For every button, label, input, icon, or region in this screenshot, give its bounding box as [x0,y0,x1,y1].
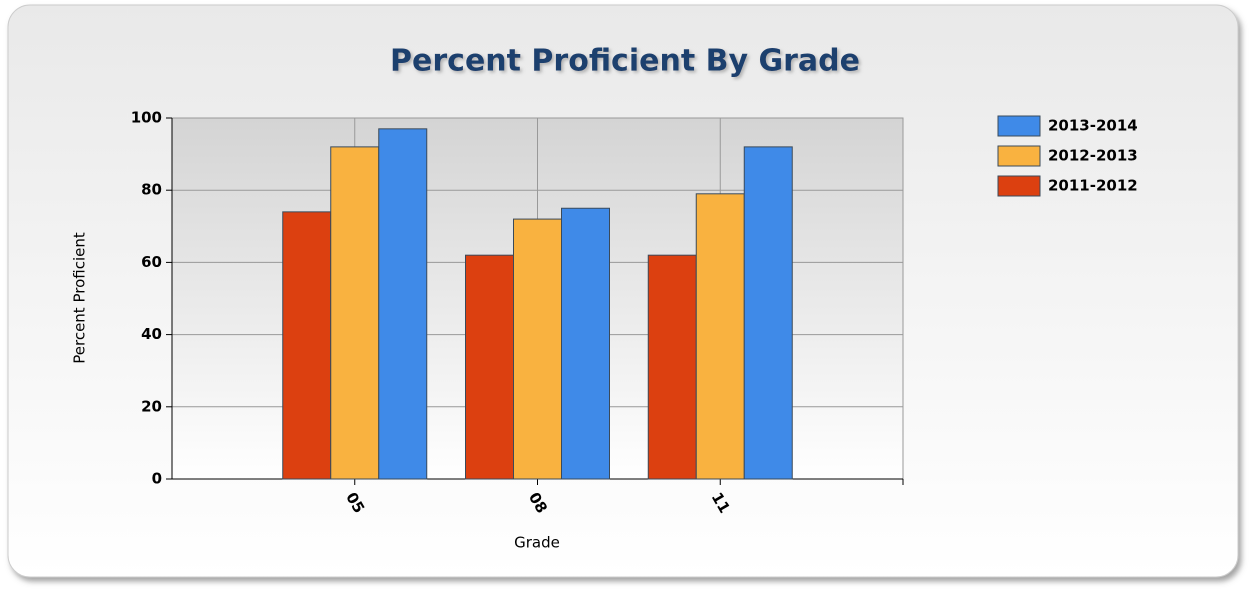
bar [743,146,793,480]
y-tick-label: 0 [152,470,162,488]
legend-label: 2013-2014 [1048,117,1138,135]
bar [513,218,562,480]
x-axis-label: Grade [514,534,560,552]
bar [465,254,514,480]
y-tick-label: 60 [141,253,162,271]
y-axis-label: Percent Proficient [71,232,89,364]
y-tick-label: 80 [141,181,162,199]
y-tick-label: 20 [141,397,162,415]
legend-label: 2011-2012 [1048,177,1138,195]
bar [330,146,380,480]
bar [695,193,745,480]
bar [647,254,697,480]
legend-swatch [997,145,1041,167]
bar [561,207,610,480]
legend-swatch [997,115,1041,137]
y-tick-label: 40 [141,325,162,343]
y-tick-label: 100 [131,109,162,127]
chart-title: Percent Proficient By Grade [390,44,860,79]
legend-swatch [997,175,1041,197]
bar [282,211,332,480]
legend-label: 2012-2013 [1048,147,1138,165]
bar [378,128,428,480]
